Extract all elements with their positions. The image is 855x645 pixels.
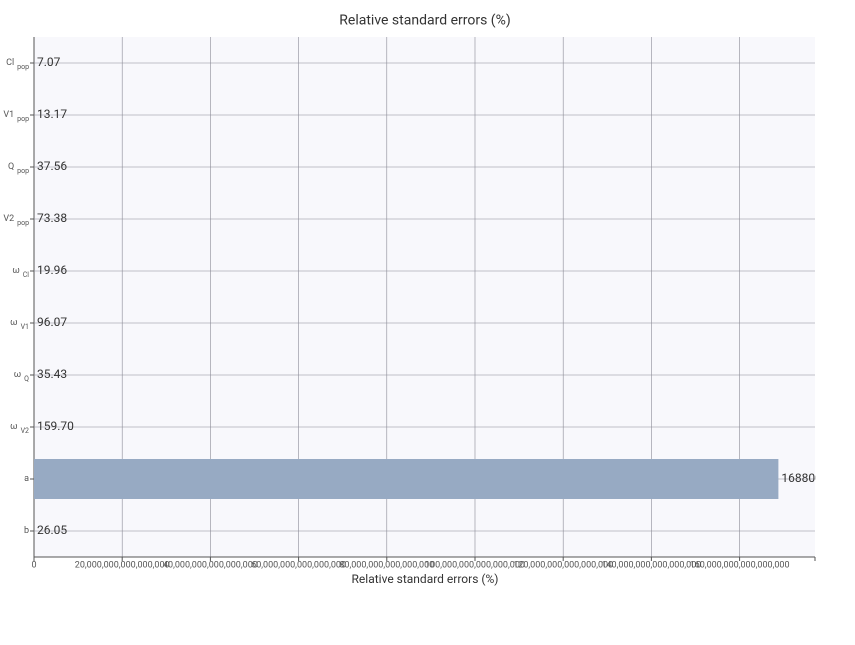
x-tick-label: 120,000,000,000,000,000 (513, 560, 613, 570)
category-subscript: pop (17, 63, 29, 71)
y-tick-label: ω V1 (10, 318, 29, 330)
category-subscript: V2 (21, 427, 29, 435)
value-label: 96.07 (37, 315, 67, 329)
y-tick-label: ω Cl (12, 266, 29, 278)
value-label: 7.07 (37, 55, 61, 69)
category-name: Cl (6, 58, 14, 68)
value-label: 13.17 (37, 107, 67, 121)
category-subscript: pop (17, 115, 29, 123)
category-subscript: pop (17, 167, 29, 175)
value-label: 73.38 (37, 211, 67, 225)
plot: 0 20,000,000,000,000,00040,000,000,000,00… (3, 37, 855, 570)
y-tick-label: ω V2 (10, 422, 29, 434)
category-name: ω (14, 370, 21, 380)
category-name: b (24, 526, 29, 536)
category-subscript: Q (24, 375, 29, 383)
category-subscript: V1 (21, 323, 29, 331)
x-tick-label: 140,000,000,000,000,000 (601, 560, 701, 570)
category-name: V1 (3, 110, 14, 120)
value-label: 19.96 (37, 263, 67, 277)
y-tick-label: V2 pop (3, 214, 29, 226)
x-tick-label: 100,000,000,000,000,000 (425, 560, 525, 570)
value-label: 159.70 (37, 419, 74, 433)
y-tick-label: a (24, 474, 29, 484)
y-tick-label: Cl pop (6, 58, 29, 70)
x-axis-label: Relative standard errors (%) (352, 572, 499, 586)
category-subscript: Cl (23, 271, 30, 279)
x-tick-label: 20,000,000,000,000,000 (75, 560, 170, 570)
category-name: Q (8, 162, 14, 172)
x-tick-label: 160,000,000,000,000,000 (690, 560, 790, 570)
category-name: ω (12, 266, 19, 276)
x-tick-label: 40,000,000,000,000,000 (163, 560, 258, 570)
x-tick-label: 60,000,000,000,000,000 (251, 560, 346, 570)
category-name: V2 (3, 214, 14, 224)
x-tick-label: 0 (31, 560, 36, 570)
category-subscript: pop (17, 219, 29, 227)
chart-title: Relative standard errors (%) (339, 13, 510, 29)
value-label: 37.56 (37, 159, 67, 173)
value-label: 168800000000000000.00 (781, 471, 855, 485)
x-tick-label: 80,000,000,000,000,000 (339, 560, 434, 570)
y-tick-label: V1 pop (3, 110, 29, 122)
value-label: 26.05 (37, 523, 67, 537)
category-name: a (24, 474, 29, 484)
value-label: 35.43 (37, 367, 67, 381)
category-name: ω (10, 318, 17, 328)
bar (34, 459, 779, 499)
category-name: ω (10, 422, 17, 432)
y-tick-label: b (24, 526, 29, 536)
